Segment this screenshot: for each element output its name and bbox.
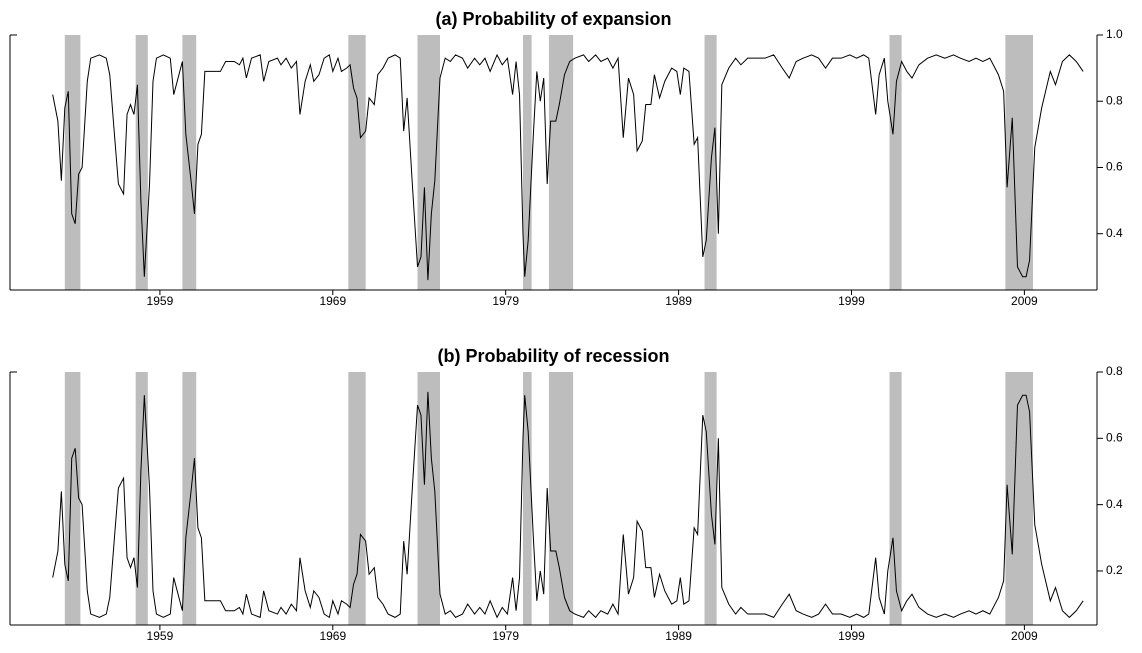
x-tick-label: 1989 — [665, 294, 692, 308]
recession-band — [889, 372, 902, 625]
x-tick-label: 1979 — [492, 629, 519, 643]
x-tick-label: 1959 — [147, 294, 174, 308]
y-tick-label: 1.0 — [1106, 27, 1123, 41]
y-tick-label: 0.6 — [1106, 430, 1123, 444]
y-tick-label: 0.8 — [1106, 93, 1123, 107]
y-tick-label: 0.4 — [1106, 226, 1123, 240]
y-tick-label: 0.8 — [1106, 364, 1123, 378]
panel-title: (a) Probability of expansion — [435, 9, 671, 29]
x-tick-label: 1999 — [838, 629, 865, 643]
recession-band — [348, 35, 366, 290]
recession-band — [64, 35, 81, 290]
recession-band — [417, 372, 440, 625]
x-tick-label: 1969 — [319, 629, 346, 643]
x-tick-label: 2009 — [1011, 629, 1038, 643]
x-tick-label: 1969 — [319, 294, 346, 308]
recession-band — [135, 372, 148, 625]
series-line — [52, 53, 1084, 281]
recession-band — [1005, 372, 1034, 625]
x-tick-label: 1989 — [665, 629, 692, 643]
recession-band — [182, 372, 197, 625]
y-tick-label: 0.4 — [1106, 497, 1123, 511]
recession-band — [135, 35, 148, 290]
recession-band — [417, 35, 440, 290]
recession-band — [522, 372, 532, 625]
recession-band — [522, 35, 532, 290]
series-line — [52, 391, 1084, 619]
recession-band — [548, 372, 574, 625]
y-tick-label: 0.6 — [1106, 160, 1123, 174]
recession-band — [64, 372, 81, 625]
recession-band — [548, 35, 574, 290]
recession-band — [704, 35, 717, 290]
y-tick-label: 0.2 — [1106, 563, 1123, 577]
x-tick-label: 1979 — [492, 294, 519, 308]
recession-band — [1005, 35, 1034, 290]
recession-band — [889, 35, 902, 290]
x-tick-label: 2009 — [1011, 294, 1038, 308]
x-tick-label: 1999 — [838, 294, 865, 308]
x-tick-label: 1959 — [147, 629, 174, 643]
recession-band — [348, 372, 366, 625]
panel-title: (b) Probability of recession — [437, 346, 669, 366]
